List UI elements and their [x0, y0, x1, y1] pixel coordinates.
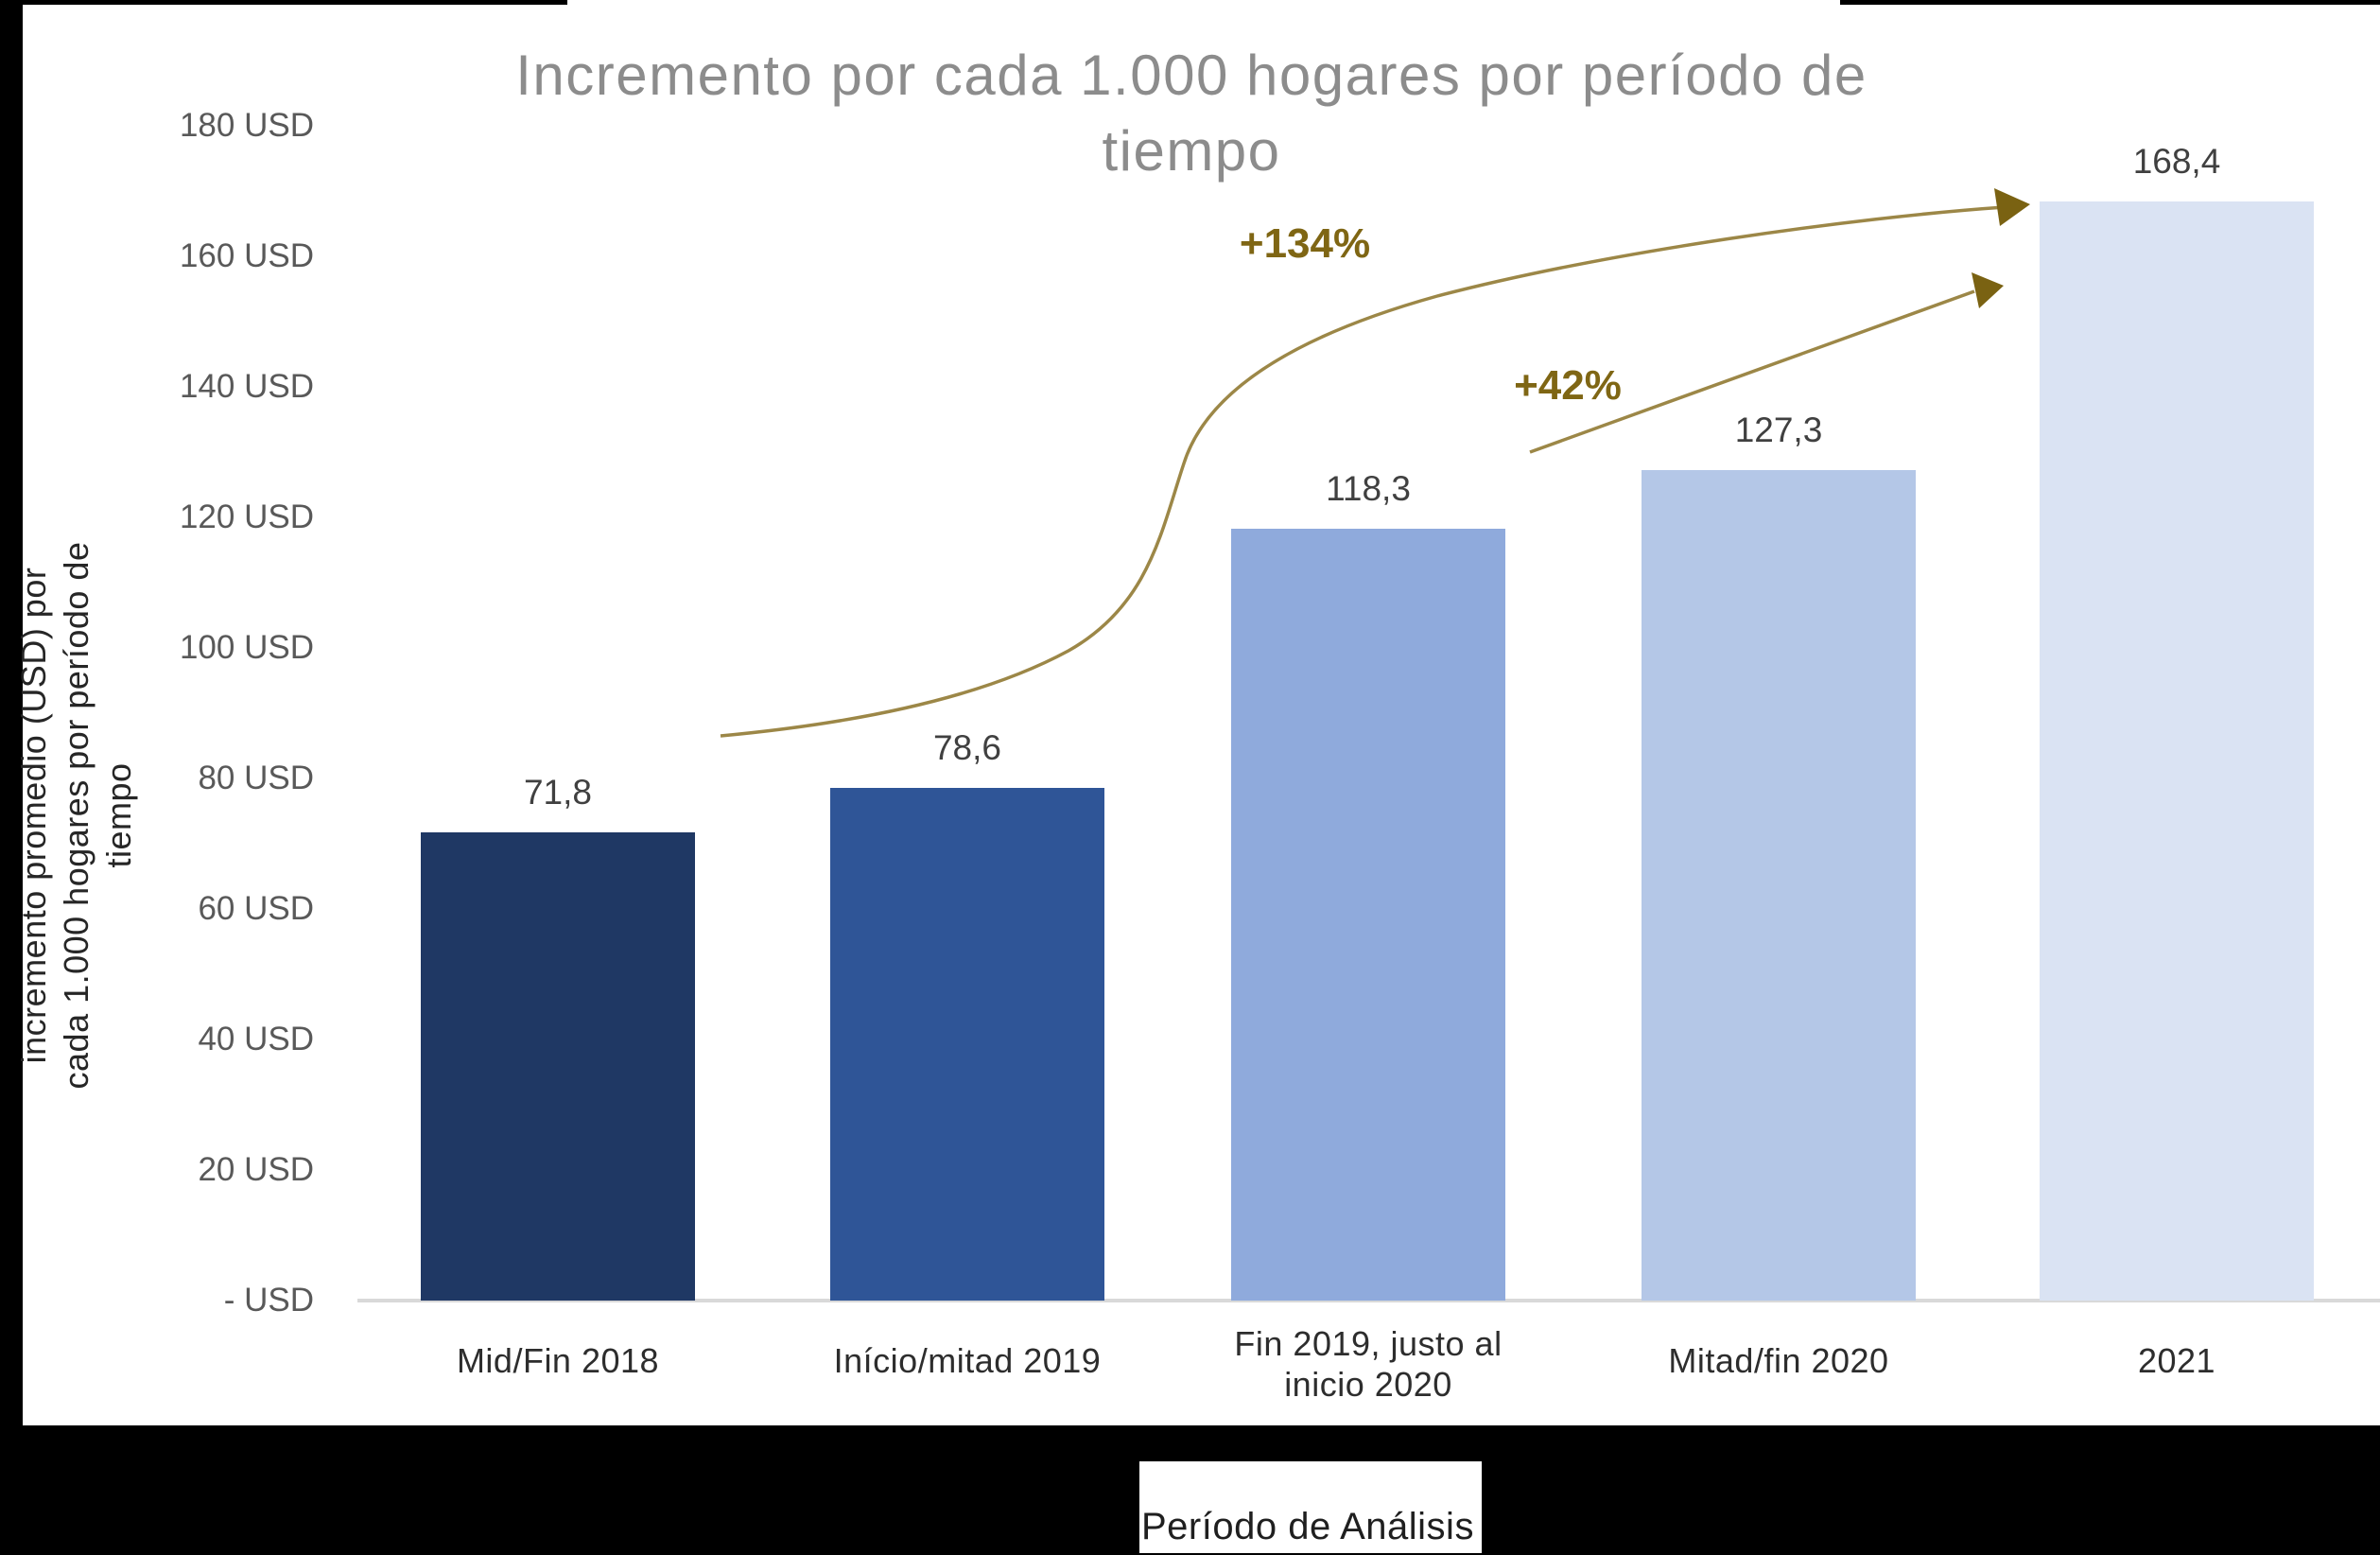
curved-growth-arrow-line	[720, 205, 2006, 738]
y-tick-label: 20 USD	[198, 1151, 314, 1188]
x-category-label-line: 2021	[2137, 1341, 2216, 1380]
bar-value-label: 168,4	[2132, 142, 2221, 181]
bar-value-label: 127,3	[1734, 411, 1823, 449]
chart-title: Incremento por cada 1.000 hogares por pe…	[284, 38, 2099, 189]
bar	[1642, 470, 1916, 1301]
x-category-label-line: Início/mitad 2019	[833, 1341, 1102, 1380]
y-tick-label: 180 USD	[179, 107, 314, 144]
y-tick-label: 80 USD	[198, 760, 314, 796]
x-category-label-line: Mitad/fin 2020	[1668, 1341, 1889, 1380]
x-category-label: Mid/Fin 2018	[350, 1340, 766, 1381]
y-tick-label: 140 USD	[179, 368, 314, 405]
x-category-label-line: inicio 2020	[1284, 1365, 1452, 1404]
bar-value-label: 71,8	[523, 773, 592, 812]
x-axis-line	[357, 1299, 2380, 1302]
x-category-label: Fin 2019, justo al inicio 2020	[1160, 1323, 1576, 1405]
bar	[2040, 201, 2314, 1301]
y-tick-label: 160 USD	[179, 237, 314, 274]
x-category-label-line: Fin 2019, justo al	[1234, 1324, 1503, 1363]
straight-growth-arrow-head-icon	[1972, 272, 2004, 308]
chart-title-line1: Incremento por cada 1.000 hogares por pe…	[515, 44, 1868, 107]
bar-value-label: 118,3	[1326, 469, 1411, 508]
y-tick-label: 120 USD	[179, 498, 314, 535]
x-category-label: 2021	[1969, 1340, 2380, 1381]
chart-background	[23, 5, 2380, 1425]
y-tick-label: - USD	[223, 1282, 314, 1319]
bar	[1231, 529, 1505, 1301]
bar	[830, 788, 1104, 1301]
curved-growth-arrow-head-icon	[1994, 188, 2030, 226]
bar-value-label: 78,6	[932, 728, 1001, 767]
x-axis-title-box: Período de Análisis	[1139, 1461, 1482, 1553]
y-tick-label: 60 USD	[198, 890, 314, 927]
x-category-label: Início/mitad 2019	[759, 1340, 1175, 1381]
x-category-label-line: Mid/Fin 2018	[456, 1341, 660, 1380]
chart-title-line2: tiempo	[1102, 119, 1281, 183]
straight-growth-arrow-line	[1529, 289, 1975, 454]
bar	[421, 832, 695, 1301]
annotation-134-percent: +134%	[1239, 220, 1371, 267]
y-tick-label: 100 USD	[179, 629, 314, 666]
x-axis-title: Período de Análisis	[1141, 1506, 1474, 1547]
chart-background-top-notch	[567, 0, 1840, 6]
y-tick-label: 40 USD	[198, 1021, 314, 1057]
x-category-label: Mitad/fin 2020	[1571, 1340, 1987, 1381]
annotation-42-percent: +42%	[1514, 362, 1622, 409]
